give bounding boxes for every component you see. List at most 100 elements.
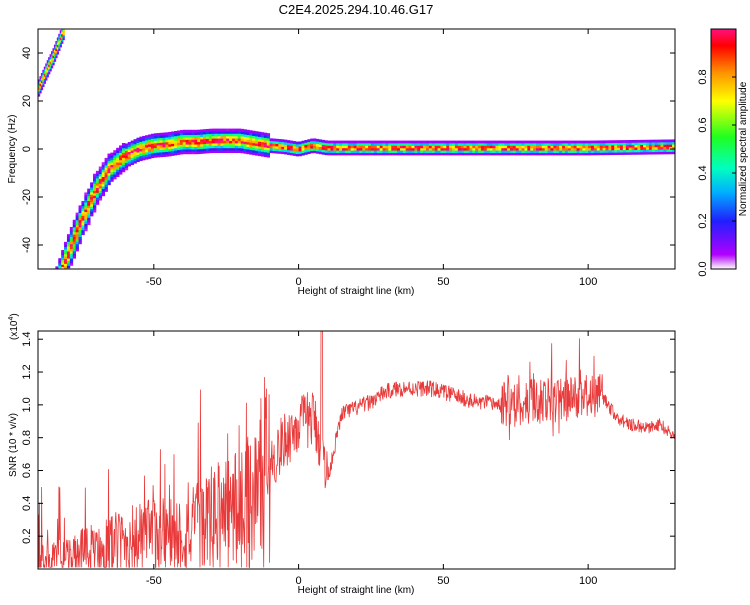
heatmap-cell bbox=[174, 135, 178, 139]
heatmap-cell bbox=[608, 142, 612, 146]
heatmap-cell bbox=[162, 144, 166, 148]
heatmap-cell bbox=[171, 145, 175, 149]
heatmap-cell bbox=[272, 148, 276, 151]
heatmap-cell bbox=[327, 152, 331, 156]
heatmap-cell bbox=[347, 147, 352, 151]
heatmap-cell bbox=[272, 145, 276, 149]
heatmap-cell bbox=[402, 150, 407, 153]
heatmap-cell bbox=[463, 140, 467, 144]
heatmap-cell bbox=[339, 147, 343, 151]
heatmap-cell bbox=[101, 183, 105, 187]
heatmap-cell bbox=[434, 140, 438, 144]
heatmap-cell bbox=[614, 142, 618, 146]
heatmap-cell bbox=[159, 147, 163, 150]
heatmap-cell bbox=[356, 140, 360, 144]
heatmap-cell bbox=[388, 147, 392, 151]
heatmap-cell bbox=[61, 36, 64, 39]
heatmap-cell bbox=[547, 150, 551, 153]
heatmap-cell bbox=[611, 140, 615, 144]
heatmap-cell bbox=[139, 153, 143, 157]
heatmap-cell bbox=[191, 144, 195, 147]
heatmap-cell bbox=[356, 147, 360, 151]
heatmap-cell bbox=[362, 147, 366, 151]
heatmap-cell bbox=[72, 222, 77, 225]
heatmap-cell bbox=[547, 152, 551, 156]
heatmap-cell bbox=[559, 150, 563, 153]
heatmap-cell bbox=[51, 56, 54, 59]
heatmap-cell bbox=[258, 141, 262, 145]
heatmap-cell bbox=[564, 152, 569, 156]
heatmap-cell bbox=[78, 241, 82, 245]
heatmap-cell bbox=[121, 155, 126, 158]
heatmap-cell bbox=[373, 147, 378, 151]
heatmap-cell bbox=[64, 246, 68, 250]
heatmap-cell bbox=[544, 143, 548, 146]
heatmap-cell bbox=[527, 140, 531, 144]
heatmap-cell bbox=[237, 138, 242, 141]
heatmap-cell bbox=[119, 155, 123, 158]
heatmap-cell bbox=[634, 144, 638, 148]
heatmap-cell bbox=[139, 158, 143, 162]
heatmap-cell bbox=[197, 144, 201, 147]
heatmap-cell bbox=[368, 147, 372, 151]
heatmap-cell bbox=[414, 143, 418, 146]
heatmap-cell bbox=[350, 143, 355, 146]
heatmap-cell bbox=[489, 147, 493, 151]
heatmap-cell bbox=[90, 213, 94, 217]
heatmap-cell bbox=[313, 138, 317, 142]
heatmap-cell bbox=[481, 152, 485, 156]
heatmap-cell bbox=[289, 145, 294, 149]
heatmap-cell bbox=[301, 150, 305, 154]
heatmap-cell bbox=[321, 144, 326, 148]
heatmap-cell bbox=[591, 150, 595, 153]
heatmap-cell bbox=[492, 143, 496, 146]
heatmap-cell bbox=[483, 143, 488, 146]
heatmap-cell bbox=[174, 147, 178, 151]
heatmap-cell bbox=[541, 143, 546, 146]
heatmap-cell bbox=[359, 147, 363, 151]
heatmap-cell bbox=[52, 55, 55, 59]
heatmap-cell bbox=[255, 143, 259, 147]
heatmap-cell bbox=[84, 221, 88, 225]
heatmap-cell bbox=[95, 190, 100, 193]
heatmap-cell bbox=[648, 144, 653, 148]
snr-y-multiplier-base: (x10 bbox=[9, 320, 20, 340]
heatmap-cell bbox=[533, 145, 537, 149]
heatmap-cell bbox=[660, 149, 664, 152]
heatmap-cell bbox=[240, 148, 244, 151]
heatmap-cell bbox=[388, 152, 392, 156]
heatmap-cell bbox=[130, 155, 134, 158]
heatmap-cell bbox=[304, 142, 308, 146]
heatmap-cell bbox=[452, 150, 456, 153]
heatmap-cell bbox=[72, 241, 77, 245]
heatmap-cell bbox=[72, 224, 77, 228]
heatmap-cell bbox=[53, 59, 57, 62]
heatmap-cell bbox=[220, 140, 224, 144]
heatmap-cell bbox=[176, 140, 181, 143]
heatmap-cell bbox=[133, 158, 137, 162]
heatmap-cell bbox=[428, 140, 433, 144]
heatmap-cell bbox=[107, 165, 111, 169]
heatmap-cell bbox=[507, 147, 511, 151]
heatmap-cell bbox=[486, 152, 491, 156]
heatmap-cell bbox=[304, 144, 308, 148]
heatmap-cell bbox=[643, 151, 647, 155]
heatmap-cell bbox=[460, 152, 465, 156]
heatmap-cell bbox=[463, 147, 467, 151]
heatmap-cell bbox=[437, 152, 441, 156]
heatmap-cell bbox=[284, 142, 288, 145]
heatmap-cell bbox=[78, 210, 82, 213]
heatmap-cell bbox=[211, 150, 216, 153]
heatmap-cell bbox=[148, 144, 152, 147]
heatmap-cell bbox=[434, 152, 438, 156]
heatmap-cell bbox=[362, 145, 366, 149]
heatmap-cell bbox=[263, 137, 268, 141]
heatmap-cell bbox=[214, 143, 218, 146]
heatmap-cell bbox=[318, 146, 323, 150]
heatmap-cell bbox=[234, 131, 239, 134]
heatmap-cell bbox=[98, 197, 103, 201]
heatmap-cell bbox=[538, 145, 543, 149]
heatmap-cell bbox=[191, 132, 195, 135]
heatmap-cell bbox=[588, 152, 592, 156]
